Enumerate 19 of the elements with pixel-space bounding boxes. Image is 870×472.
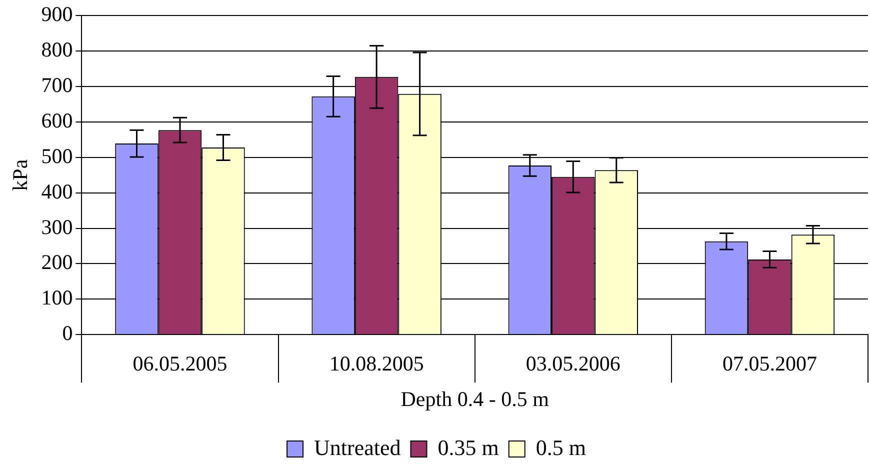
y-tick-label: 300 [41,214,73,239]
y-tick-label: 500 [41,144,73,168]
y-tick-label: 200 [41,250,73,274]
y-tick-label: 600 [41,108,73,132]
x-tick-label: 10.08.2005 [329,352,424,376]
x-tick-label: 06.05.2005 [132,352,228,376]
legend-label: Untreated [314,434,401,460]
y-tick-label: 0 [62,321,73,346]
y-axis-title: kPa [8,158,32,191]
x-tick-label: 03.05.2006 [526,352,620,376]
y-tick-label: 700 [41,73,73,98]
y-tick-label: 800 [41,38,73,62]
y-tick-label: 100 [41,286,73,310]
legend-label: 0.5 m [536,434,586,460]
x-tick-label: 07.05.2007 [722,352,817,376]
y-tick-label: 400 [41,179,73,204]
legend-label: 0.35 m [438,434,499,460]
y-tick-label: 900 [41,2,73,26]
x-axis-title: Depth 0.4 - 0.5 m [400,386,549,411]
